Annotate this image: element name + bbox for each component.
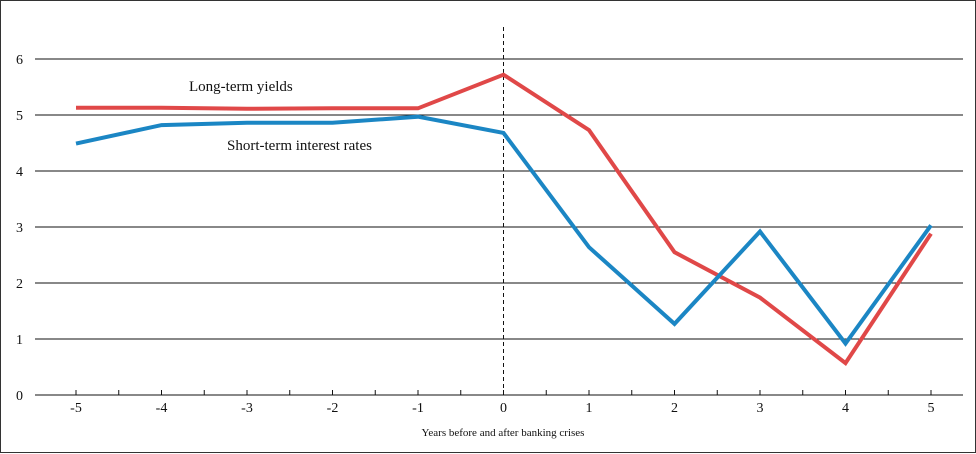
series-label-short-term-interest-rates: Short-term interest rates	[227, 138, 372, 154]
x-tick-label: -2	[327, 401, 339, 416]
y-tick-label: 5	[16, 109, 23, 124]
x-tick-label: -1	[412, 401, 424, 416]
y-tick-label: 2	[16, 277, 23, 292]
x-tick-label: 0	[500, 401, 507, 416]
series-lines	[75, 72, 933, 366]
series-label-long-term-yields: Long-term yields	[189, 79, 293, 95]
x-tick-label: -4	[156, 401, 168, 416]
x-tick-labels: -5 -4 -3 -2 -1 0 1 2 3 4 5	[70, 401, 934, 416]
x-tick-label: -5	[70, 401, 82, 416]
x-tick-label: 3	[757, 401, 764, 416]
y-tick-label: 4	[16, 165, 23, 180]
x-tick-label: -3	[241, 401, 253, 416]
y-tick-label: 6	[16, 53, 23, 68]
x-tick-label: 2	[671, 401, 678, 416]
y-tick-labels: 0 1 2 3 4 5 6	[16, 53, 23, 404]
x-axis-title: Years before and after banking crises	[422, 427, 585, 439]
series-line-long-term-yields	[76, 72, 933, 366]
x-tick-label: 5	[928, 401, 935, 416]
x-tick-label: 1	[586, 401, 593, 416]
x-axis	[35, 390, 963, 396]
y-tick-label: 0	[16, 389, 23, 404]
series-line-short-term-interest-rates	[75, 114, 933, 347]
y-tick-label: 3	[16, 221, 23, 236]
gridlines	[35, 58, 963, 340]
x-tick-label: 4	[842, 401, 849, 416]
y-tick-label: 1	[16, 333, 23, 348]
